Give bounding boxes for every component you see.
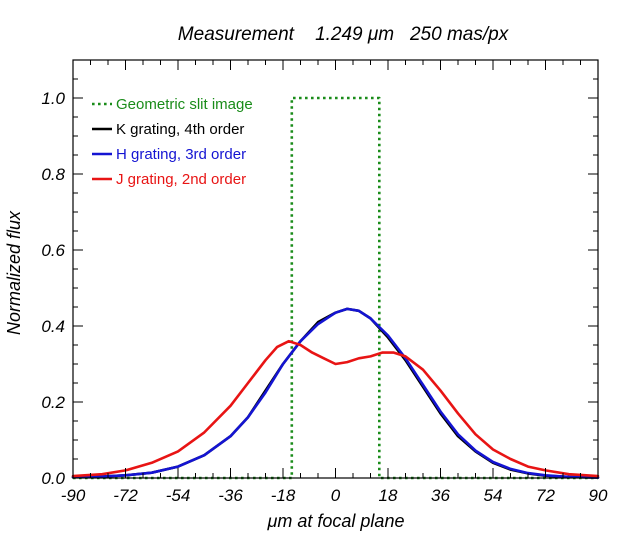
y-tick-label: 0.2 — [41, 393, 65, 412]
x-tick-label: -90 — [61, 486, 86, 505]
y-tick-label: 0.8 — [41, 165, 65, 184]
chart-title: Measurement 1.249 μm 250 mas/px — [178, 24, 510, 45]
y-tick-label: 0.4 — [41, 317, 65, 336]
legend-label-4: J grating, 2nd order — [116, 171, 246, 188]
series-line-4 — [71, 339, 600, 478]
x-tick-label: -36 — [218, 486, 243, 505]
y-tick-label: 0.0 — [41, 469, 65, 488]
x-tick-label: 90 — [589, 486, 608, 505]
ticks-layer: -90 -72 -54 -36 -18 0 18 36 54 72 90 0.0 0.2 0.4 0.6 0.… — [41, 59, 608, 505]
x-tick-label: -72 — [113, 486, 138, 505]
y-tick-label: 1.0 — [41, 89, 65, 108]
legend-label-3: H grating, 3rd order — [116, 146, 246, 163]
x-tick-label: 18 — [379, 486, 398, 505]
x-tick-label: 0 — [331, 486, 341, 505]
series-line-2 — [71, 307, 600, 479]
x-axis-label: μm at focal plane — [267, 511, 405, 531]
legend-label-2: K grating, 4th order — [116, 121, 244, 138]
series-line-3 — [71, 307, 600, 479]
x-tick-label: 36 — [431, 486, 450, 505]
y-tick-label: 0.6 — [41, 241, 65, 260]
x-tick-label: -18 — [271, 486, 296, 505]
x-tick-label: 54 — [484, 486, 503, 505]
x-tick-label: 72 — [536, 486, 555, 505]
x-tick-label: -54 — [166, 486, 191, 505]
legend-label-1: Geometric slit image — [116, 96, 253, 113]
legend: Geometric slit image K grating, 4th order… — [92, 96, 253, 188]
y-axis-label: Normalized flux — [4, 210, 24, 335]
